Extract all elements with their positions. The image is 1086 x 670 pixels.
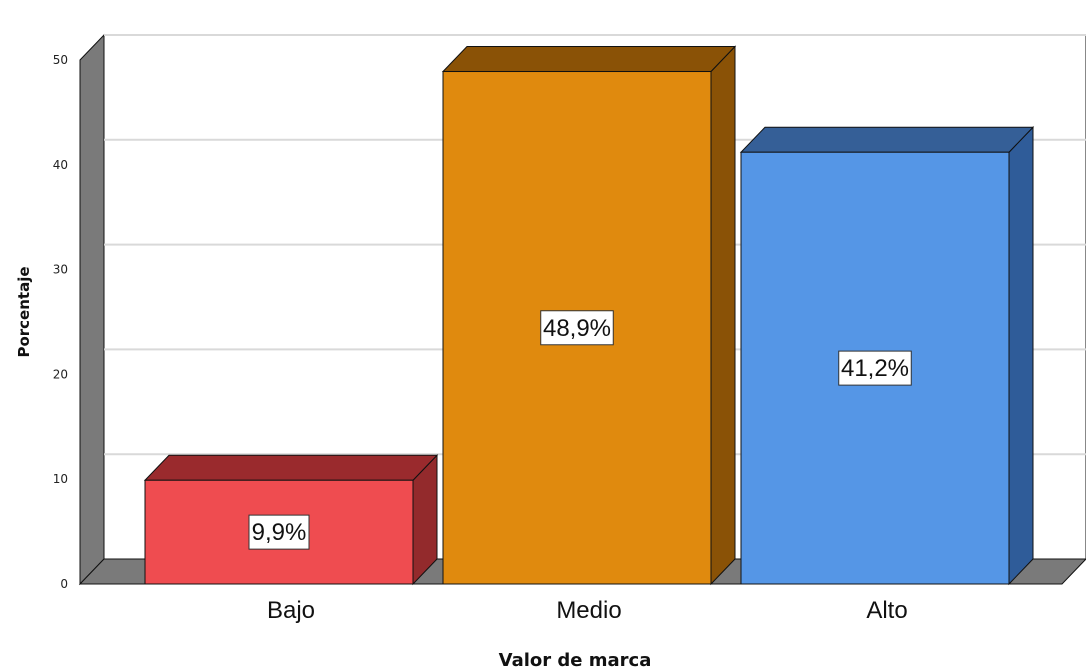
data-label-box <box>838 350 912 386</box>
bar-medio: 48,9% <box>441 45 737 586</box>
bar-top <box>739 126 1035 153</box>
bar-side <box>1008 125 1034 586</box>
x-tick-label: Alto <box>866 597 907 624</box>
y-axis-ticks: 0 10 20 30 40 50 <box>53 53 68 591</box>
y-tick-label: 10 <box>53 472 68 486</box>
x-axis-title: Valor de marca <box>499 650 652 670</box>
y-tick-label: 20 <box>53 367 68 381</box>
x-tick-label: Medio <box>556 597 621 624</box>
left-wall <box>79 33 105 586</box>
y-axis-title: Porcentaje <box>15 266 33 357</box>
data-label: 48,9% <box>543 315 611 342</box>
bars: 9,9% 48,9% 41,2% <box>143 45 1035 586</box>
bar-top <box>143 454 439 481</box>
y-tick-label: 50 <box>53 53 68 67</box>
bar-bajo: 9,9% <box>143 454 439 586</box>
x-tick-label: Bajo <box>267 597 315 624</box>
bar-alto: 41,2% <box>739 125 1035 586</box>
x-axis-categories: Bajo Medio Alto <box>267 597 908 624</box>
bar-top <box>441 46 737 73</box>
data-label: 41,2% <box>841 355 909 382</box>
bar-side <box>710 45 736 586</box>
y-tick-label: 30 <box>53 263 68 277</box>
data-label: 9,9% <box>252 519 307 546</box>
data-label-box <box>248 514 310 550</box>
y-tick-label: 40 <box>53 158 68 172</box>
y-tick-label: 0 <box>60 577 68 591</box>
data-label-box <box>540 310 614 346</box>
